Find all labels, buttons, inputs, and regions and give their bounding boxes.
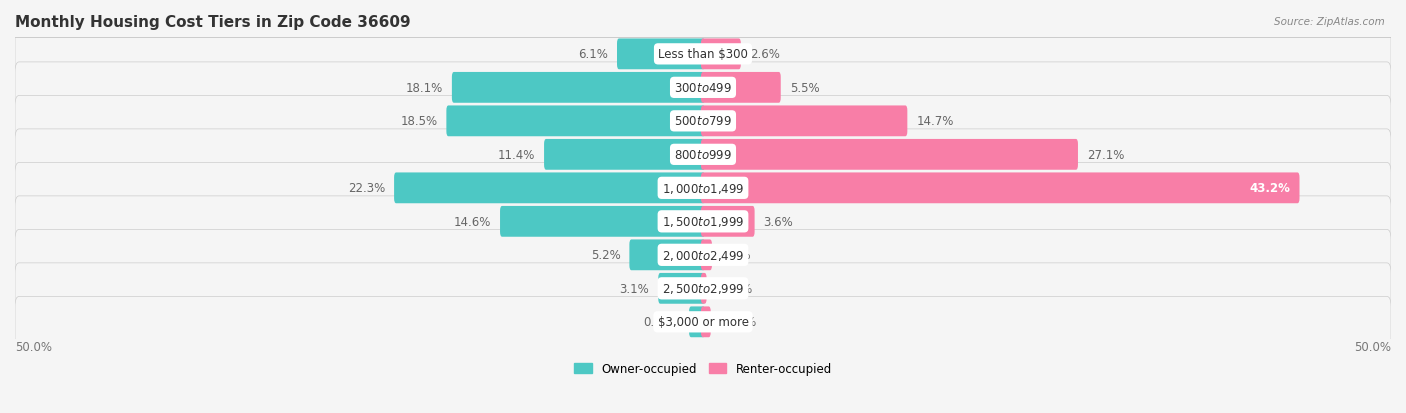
Text: $2,500 to $2,999: $2,500 to $2,999 bbox=[662, 282, 744, 296]
FancyBboxPatch shape bbox=[702, 73, 780, 104]
FancyBboxPatch shape bbox=[15, 63, 1391, 114]
Text: 0.5%: 0.5% bbox=[721, 249, 751, 262]
FancyBboxPatch shape bbox=[451, 73, 704, 104]
Text: 50.0%: 50.0% bbox=[15, 340, 52, 354]
FancyBboxPatch shape bbox=[689, 307, 704, 337]
Text: 2.6%: 2.6% bbox=[749, 48, 780, 61]
Text: Less than $300: Less than $300 bbox=[658, 48, 748, 61]
FancyBboxPatch shape bbox=[702, 39, 741, 70]
Text: $1,500 to $1,999: $1,500 to $1,999 bbox=[662, 215, 744, 229]
FancyBboxPatch shape bbox=[702, 106, 907, 137]
Text: $500 to $799: $500 to $799 bbox=[673, 115, 733, 128]
Legend: Owner-occupied, Renter-occupied: Owner-occupied, Renter-occupied bbox=[574, 362, 832, 375]
FancyBboxPatch shape bbox=[15, 297, 1391, 347]
Text: Monthly Housing Cost Tiers in Zip Code 36609: Monthly Housing Cost Tiers in Zip Code 3… bbox=[15, 15, 411, 30]
Text: 14.7%: 14.7% bbox=[917, 115, 953, 128]
Text: 3.1%: 3.1% bbox=[620, 282, 650, 295]
Text: 50.0%: 50.0% bbox=[1354, 340, 1391, 354]
Text: 6.1%: 6.1% bbox=[578, 48, 607, 61]
Text: 18.1%: 18.1% bbox=[406, 82, 443, 95]
Text: $800 to $999: $800 to $999 bbox=[673, 149, 733, 161]
FancyBboxPatch shape bbox=[658, 273, 704, 304]
Text: 0.11%: 0.11% bbox=[716, 282, 752, 295]
FancyBboxPatch shape bbox=[702, 273, 707, 304]
FancyBboxPatch shape bbox=[394, 173, 704, 204]
FancyBboxPatch shape bbox=[15, 230, 1391, 280]
Text: 22.3%: 22.3% bbox=[347, 182, 385, 195]
Text: 0.86%: 0.86% bbox=[643, 316, 681, 328]
FancyBboxPatch shape bbox=[15, 130, 1391, 180]
FancyBboxPatch shape bbox=[702, 307, 710, 337]
FancyBboxPatch shape bbox=[702, 140, 1078, 170]
Text: 43.2%: 43.2% bbox=[1250, 182, 1291, 195]
FancyBboxPatch shape bbox=[617, 39, 704, 70]
Text: 3.6%: 3.6% bbox=[763, 215, 793, 228]
FancyBboxPatch shape bbox=[702, 173, 1299, 204]
FancyBboxPatch shape bbox=[15, 29, 1391, 80]
FancyBboxPatch shape bbox=[15, 96, 1391, 147]
FancyBboxPatch shape bbox=[15, 163, 1391, 214]
Text: 5.5%: 5.5% bbox=[790, 82, 820, 95]
FancyBboxPatch shape bbox=[544, 140, 704, 170]
Text: 14.6%: 14.6% bbox=[454, 215, 491, 228]
Text: 27.1%: 27.1% bbox=[1087, 149, 1125, 161]
Text: Source: ZipAtlas.com: Source: ZipAtlas.com bbox=[1274, 17, 1385, 26]
Text: 0.41%: 0.41% bbox=[720, 316, 756, 328]
Text: 5.2%: 5.2% bbox=[591, 249, 620, 262]
FancyBboxPatch shape bbox=[15, 263, 1391, 314]
FancyBboxPatch shape bbox=[702, 240, 711, 271]
Text: 18.5%: 18.5% bbox=[401, 115, 437, 128]
FancyBboxPatch shape bbox=[15, 197, 1391, 247]
Text: $300 to $499: $300 to $499 bbox=[673, 82, 733, 95]
FancyBboxPatch shape bbox=[446, 106, 704, 137]
FancyBboxPatch shape bbox=[501, 206, 704, 237]
Text: $1,000 to $1,499: $1,000 to $1,499 bbox=[662, 181, 744, 195]
FancyBboxPatch shape bbox=[630, 240, 704, 271]
Text: 11.4%: 11.4% bbox=[498, 149, 536, 161]
FancyBboxPatch shape bbox=[702, 206, 755, 237]
Text: $3,000 or more: $3,000 or more bbox=[658, 316, 748, 328]
Text: $2,000 to $2,499: $2,000 to $2,499 bbox=[662, 248, 744, 262]
